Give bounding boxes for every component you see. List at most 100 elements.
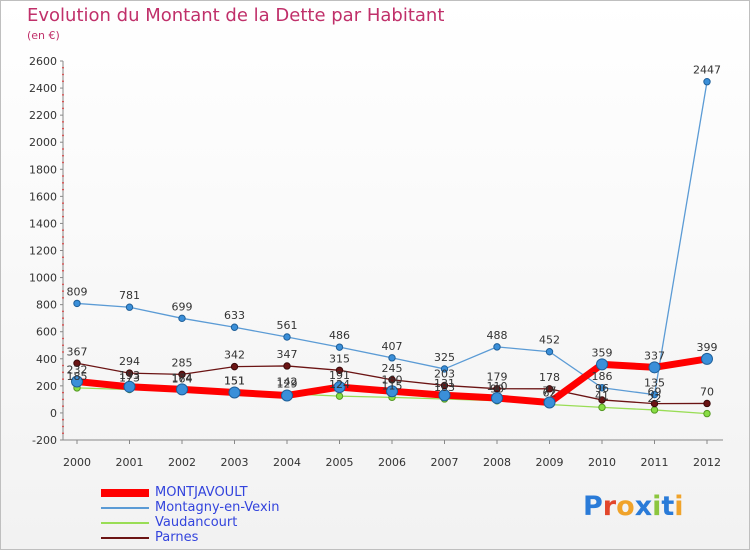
y-tick-label: 600 xyxy=(36,326,57,339)
data-point xyxy=(703,409,711,418)
y-minor-dot xyxy=(62,148,64,150)
legend-swatch xyxy=(101,522,149,524)
x-tick-label: 2012 xyxy=(693,456,721,469)
data-point xyxy=(335,343,344,351)
y-minor-dot xyxy=(62,296,64,299)
y-minor-dot xyxy=(62,371,64,374)
data-point xyxy=(650,390,659,399)
x-tick-label: 2008 xyxy=(483,456,511,469)
y-tick-label: -200 xyxy=(32,434,57,447)
data-point xyxy=(230,362,239,371)
data-label: 399 xyxy=(697,341,718,354)
data-label: 96 xyxy=(595,382,609,395)
data-label: 191 xyxy=(329,369,350,382)
y-minor-dot xyxy=(62,80,64,83)
data-label: 124 xyxy=(329,378,350,391)
data-label: 90 xyxy=(490,383,504,396)
legend-label: Montagny-en-Vexin xyxy=(155,500,280,515)
data-point xyxy=(335,392,344,400)
x-tick-label: 2001 xyxy=(116,456,144,469)
x-tick-label: 2011 xyxy=(641,456,669,469)
y-tick-label: 200 xyxy=(36,380,57,393)
data-label: 294 xyxy=(119,355,140,368)
data-point xyxy=(176,383,188,396)
data-point xyxy=(228,386,241,399)
data-label: 285 xyxy=(172,356,193,369)
x-tick-label: 2000 xyxy=(63,456,91,469)
data-point xyxy=(650,399,659,408)
chart-unit: (en €) xyxy=(27,29,60,42)
data-point xyxy=(283,333,291,341)
y-tick-label: 0 xyxy=(50,407,57,420)
y-tick-label: 400 xyxy=(36,353,57,366)
y-minor-dot xyxy=(62,73,64,76)
y-minor-dot xyxy=(62,310,64,313)
data-label: 342 xyxy=(224,349,245,362)
data-point xyxy=(333,381,346,394)
y-minor-dot xyxy=(62,432,64,435)
data-label: 633 xyxy=(224,309,245,322)
data-point xyxy=(543,396,556,409)
data-point xyxy=(388,354,396,362)
data-point xyxy=(125,303,134,311)
data-label: 174 xyxy=(172,371,193,384)
data-label: 173 xyxy=(119,372,140,385)
y-minor-dot xyxy=(62,290,64,293)
data-point xyxy=(281,389,293,402)
data-label: 561 xyxy=(277,319,298,332)
data-point xyxy=(598,384,606,392)
y-tick-label: 2400 xyxy=(29,82,57,95)
data-point xyxy=(701,352,713,365)
legend-label: Parnes xyxy=(155,530,199,545)
data-label: 151 xyxy=(224,374,245,387)
data-label: 193 xyxy=(119,369,140,382)
logo-letter: i xyxy=(674,491,684,522)
logo-letter: r xyxy=(602,491,617,522)
x-tick-label: 2005 xyxy=(326,456,354,469)
data-point xyxy=(386,385,398,398)
data-point xyxy=(388,376,396,384)
logo-letter: P xyxy=(583,491,603,522)
y-minor-dot xyxy=(62,107,64,110)
data-label: 135 xyxy=(644,377,665,390)
data-label: 367 xyxy=(67,345,88,358)
data-label: 809 xyxy=(67,285,88,298)
y-minor-dot xyxy=(62,236,64,238)
data-point xyxy=(178,314,186,323)
y-minor-dot xyxy=(62,208,64,211)
y-minor-dot xyxy=(62,181,64,184)
data-label: 337 xyxy=(644,349,665,362)
y-minor-dot xyxy=(62,188,64,191)
y-minor-dot xyxy=(62,398,64,401)
data-label: 407 xyxy=(382,340,403,353)
data-label: 110 xyxy=(487,380,508,393)
y-minor-dot xyxy=(62,134,64,137)
x-tick-label: 2004 xyxy=(273,456,301,469)
y-tick-label: 1000 xyxy=(29,272,57,285)
data-label: 359 xyxy=(592,346,613,359)
y-minor-dot xyxy=(62,317,64,320)
y-minor-dot xyxy=(62,344,64,347)
y-tick-label: 2600 xyxy=(29,55,57,68)
data-point xyxy=(545,385,554,393)
data-label: 315 xyxy=(329,352,350,365)
y-minor-dot xyxy=(62,93,64,96)
data-label: 160 xyxy=(382,373,403,386)
data-label: 151 xyxy=(224,374,245,387)
y-minor-dot xyxy=(62,215,64,218)
x-tick-label: 2009 xyxy=(536,456,564,469)
y-minor-dot xyxy=(62,175,64,177)
data-label: 41 xyxy=(595,389,609,402)
data-label: 185 xyxy=(67,370,88,383)
logo-letter: x xyxy=(634,491,653,522)
data-label: 2447 xyxy=(693,64,721,77)
data-point xyxy=(73,299,81,308)
data-label: 115 xyxy=(382,379,403,392)
logo-letter: t xyxy=(661,491,675,522)
data-label: 69 xyxy=(648,386,662,399)
y-tick-label: 1600 xyxy=(29,190,57,203)
y-minor-dot xyxy=(62,283,64,286)
y-minor-dot xyxy=(62,100,64,103)
